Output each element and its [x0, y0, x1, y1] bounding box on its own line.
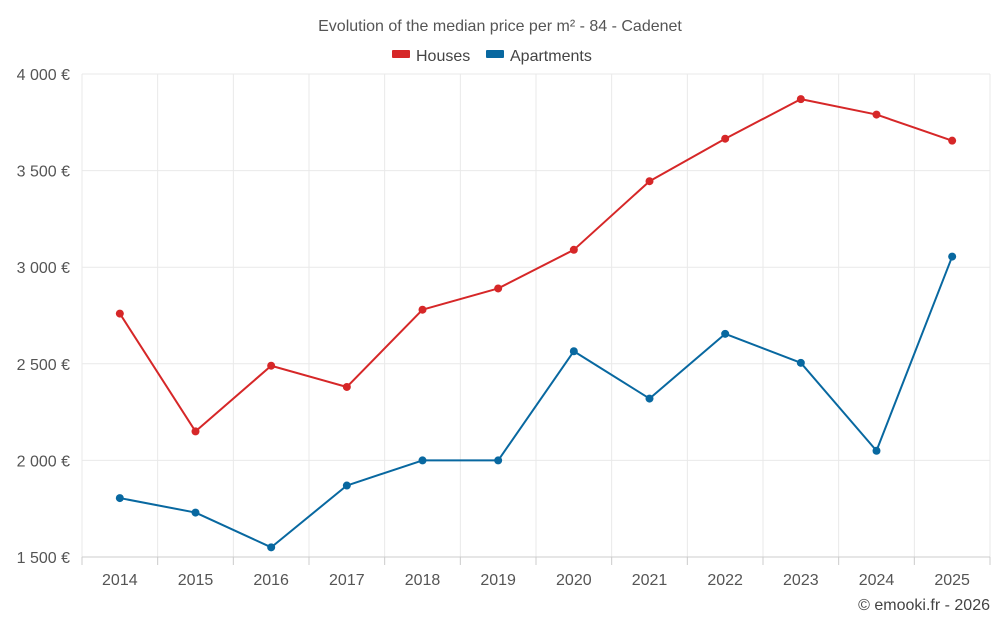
data-point-apartments[interactable]: [191, 508, 200, 517]
x-tick-label: 2015: [178, 572, 214, 589]
data-point-houses[interactable]: [418, 305, 427, 314]
series-apartments: [115, 252, 957, 552]
data-point-houses[interactable]: [645, 177, 654, 186]
x-tick-label: 2014: [102, 572, 138, 589]
data-point-apartments[interactable]: [872, 446, 881, 455]
x-tick-label: 2021: [632, 572, 668, 589]
x-gridlines: [81, 74, 991, 557]
legend-item-apartments[interactable]: Apartments: [486, 48, 592, 65]
legend-swatch-apartments: [486, 50, 504, 58]
data-point-apartments[interactable]: [569, 347, 578, 356]
data-point-houses[interactable]: [872, 110, 881, 119]
data-point-houses[interactable]: [948, 136, 957, 145]
data-point-apartments[interactable]: [494, 456, 503, 465]
chart-title: Evolution of the median price per m² - 8…: [318, 18, 682, 35]
data-point-apartments[interactable]: [645, 394, 654, 403]
y-tick-label: 4 000 €: [17, 67, 70, 84]
y-tick-label: 2 500 €: [17, 357, 70, 374]
data-point-houses[interactable]: [796, 95, 805, 104]
credit-text: © emooki.fr - 2026: [858, 597, 990, 614]
y-axis-ticks: 1 500 € 2 000 € 2 500 € 3 000 € 3 500 € 4 000…: [17, 67, 70, 567]
x-tick-label: 2018: [405, 572, 441, 589]
data-point-apartments[interactable]: [115, 494, 124, 503]
legend-label-apartments: Apartments: [510, 48, 592, 65]
data-point-apartments[interactable]: [342, 481, 351, 490]
series-line-houses: [118, 98, 953, 433]
data-point-houses[interactable]: [267, 361, 276, 370]
series-houses: [115, 95, 957, 436]
data-point-houses[interactable]: [721, 134, 730, 143]
series-layer: [115, 95, 957, 552]
x-tick-label: 2017: [329, 572, 365, 589]
y-tick-label: 3 500 €: [17, 164, 70, 181]
data-point-houses[interactable]: [191, 427, 200, 436]
x-tick-label: 2020: [556, 572, 592, 589]
data-point-apartments[interactable]: [267, 543, 276, 552]
x-tick-label: 2025: [934, 572, 970, 589]
legend-item-houses[interactable]: Houses: [392, 48, 470, 65]
data-point-houses[interactable]: [569, 245, 578, 254]
y-tick-label: 3 000 €: [17, 260, 70, 277]
data-point-houses[interactable]: [494, 284, 503, 293]
y-tick-label: 2 000 €: [17, 453, 70, 470]
data-point-apartments[interactable]: [721, 329, 730, 338]
data-point-apartments[interactable]: [418, 456, 427, 465]
x-tick-label: 2019: [480, 572, 516, 589]
x-tick-label: 2024: [859, 572, 895, 589]
data-point-apartments[interactable]: [948, 252, 957, 261]
legend-label-houses: Houses: [416, 48, 470, 65]
legend: Houses Apartments: [392, 48, 592, 65]
x-axis-ticks: 2014 2015 2016 2017 2018 2019 2020 2021 2022 2023…: [81, 557, 991, 589]
x-tick-label: 2022: [707, 572, 743, 589]
data-point-houses[interactable]: [342, 382, 351, 391]
y-tick-label: 1 500 €: [17, 550, 70, 567]
data-point-apartments[interactable]: [796, 358, 805, 367]
x-tick-label: 2016: [253, 572, 289, 589]
x-tick-label: 2023: [783, 572, 819, 589]
data-point-houses[interactable]: [115, 309, 124, 318]
legend-swatch-houses: [392, 50, 410, 58]
series-line-apartments: [119, 256, 954, 549]
